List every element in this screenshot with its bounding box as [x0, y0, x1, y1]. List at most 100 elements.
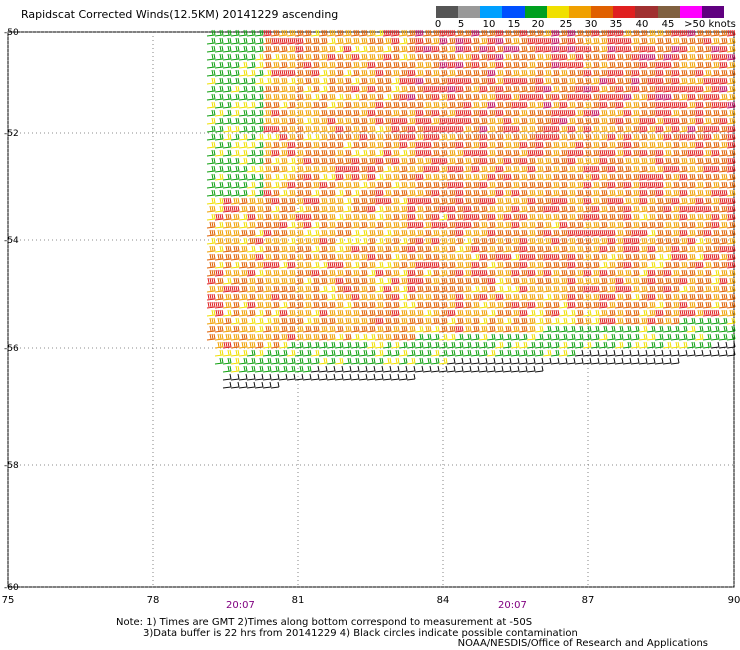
wind-barb: [214, 45, 224, 53]
wind-barb: [486, 245, 496, 253]
wind-barb: [254, 381, 264, 389]
wind-barb: [478, 85, 488, 93]
wind-barb: [478, 349, 488, 357]
wind-barb: [254, 109, 264, 117]
wind-barb: [574, 69, 584, 77]
wind-barb: [334, 93, 344, 101]
wind-barb: [326, 301, 336, 309]
wind-barb: [454, 61, 464, 69]
wind-barb: [566, 133, 576, 141]
wind-barb: [470, 133, 480, 141]
wind-barb: [214, 101, 224, 109]
wind-barb: [598, 197, 608, 205]
wind-barb: [702, 317, 712, 325]
wind-barb: [270, 277, 280, 285]
wind-barb: [278, 301, 288, 309]
wind-barb: [470, 221, 480, 229]
wind-barb: [678, 61, 688, 69]
wind-barb: [702, 29, 712, 37]
wind-barb: [590, 117, 600, 125]
wind-barb: [622, 221, 632, 229]
wind-barb: [374, 365, 384, 373]
wind-barb: [214, 165, 224, 173]
wind-barb: [270, 301, 280, 309]
wind-barb: [718, 213, 728, 221]
wind-barb: [246, 53, 256, 61]
wind-barb: [614, 261, 624, 269]
wind-barb: [630, 205, 640, 213]
wind-barb: [622, 349, 632, 357]
wind-barb: [710, 133, 720, 141]
wind-barb: [430, 69, 440, 77]
wind-barb: [358, 285, 368, 293]
wind-barb: [238, 85, 248, 93]
wind-barb: [518, 325, 528, 333]
wind-barb: [494, 269, 504, 277]
wind-barb: [526, 197, 536, 205]
wind-barb: [302, 293, 312, 301]
wind-barb: [406, 197, 416, 205]
wind-barb: [270, 157, 280, 165]
wind-barb: [678, 149, 688, 157]
wind-barb: [630, 181, 640, 189]
wind-barb: [646, 37, 656, 45]
wind-barb: [414, 53, 424, 61]
wind-barb: [270, 325, 280, 333]
wind-barb: [606, 149, 616, 157]
wind-barb: [686, 309, 696, 317]
wind-barb: [270, 29, 280, 37]
wind-barb: [526, 245, 536, 253]
wind-barb: [486, 149, 496, 157]
wind-barb: [462, 93, 472, 101]
wind-barb: [374, 173, 384, 181]
wind-barb: [582, 261, 592, 269]
wind-barb: [358, 253, 368, 261]
wind-barb: [470, 37, 480, 45]
wind-barb: [390, 197, 400, 205]
wind-barb: [622, 189, 632, 197]
wind-barb: [678, 197, 688, 205]
wind-barb: [214, 77, 224, 85]
wind-barb: [246, 237, 256, 245]
wind-barb: [606, 309, 616, 317]
wind-barb: [702, 245, 712, 253]
colorbar-swatch: [591, 6, 614, 18]
wind-barb: [598, 93, 608, 101]
wind-barb: [286, 197, 296, 205]
wind-barb: [582, 45, 592, 53]
wind-barb: [702, 181, 712, 189]
wind-barb: [398, 149, 408, 157]
wind-barb: [454, 293, 464, 301]
wind-barb: [382, 165, 392, 173]
wind-barb: [438, 357, 448, 365]
wind-barb: [334, 53, 344, 61]
wind-barb: [606, 125, 616, 133]
wind-barb: [710, 341, 720, 349]
wind-barb: [478, 237, 488, 245]
wind-barb: [398, 309, 408, 317]
wind-barb: [406, 125, 416, 133]
wind-barb: [230, 109, 240, 117]
wind-barb: [670, 133, 680, 141]
wind-barb: [206, 77, 216, 85]
wind-barb: [502, 365, 512, 373]
wind-barb: [638, 117, 648, 125]
wind-barb: [662, 245, 672, 253]
wind-barb: [574, 149, 584, 157]
wind-barb: [462, 173, 472, 181]
wind-barb: [270, 237, 280, 245]
wind-barb: [686, 213, 696, 221]
wind-barb: [470, 61, 480, 69]
wind-barb: [222, 205, 232, 213]
wind-barb: [318, 61, 328, 69]
wind-barb: [638, 245, 648, 253]
wind-barb: [678, 237, 688, 245]
wind-barb: [726, 77, 736, 85]
wind-barb: [406, 93, 416, 101]
wind-barb: [366, 77, 376, 85]
wind-barb: [622, 61, 632, 69]
wind-barb: [286, 293, 296, 301]
wind-barb: [486, 53, 496, 61]
wind-barb: [670, 261, 680, 269]
wind-barb: [566, 173, 576, 181]
